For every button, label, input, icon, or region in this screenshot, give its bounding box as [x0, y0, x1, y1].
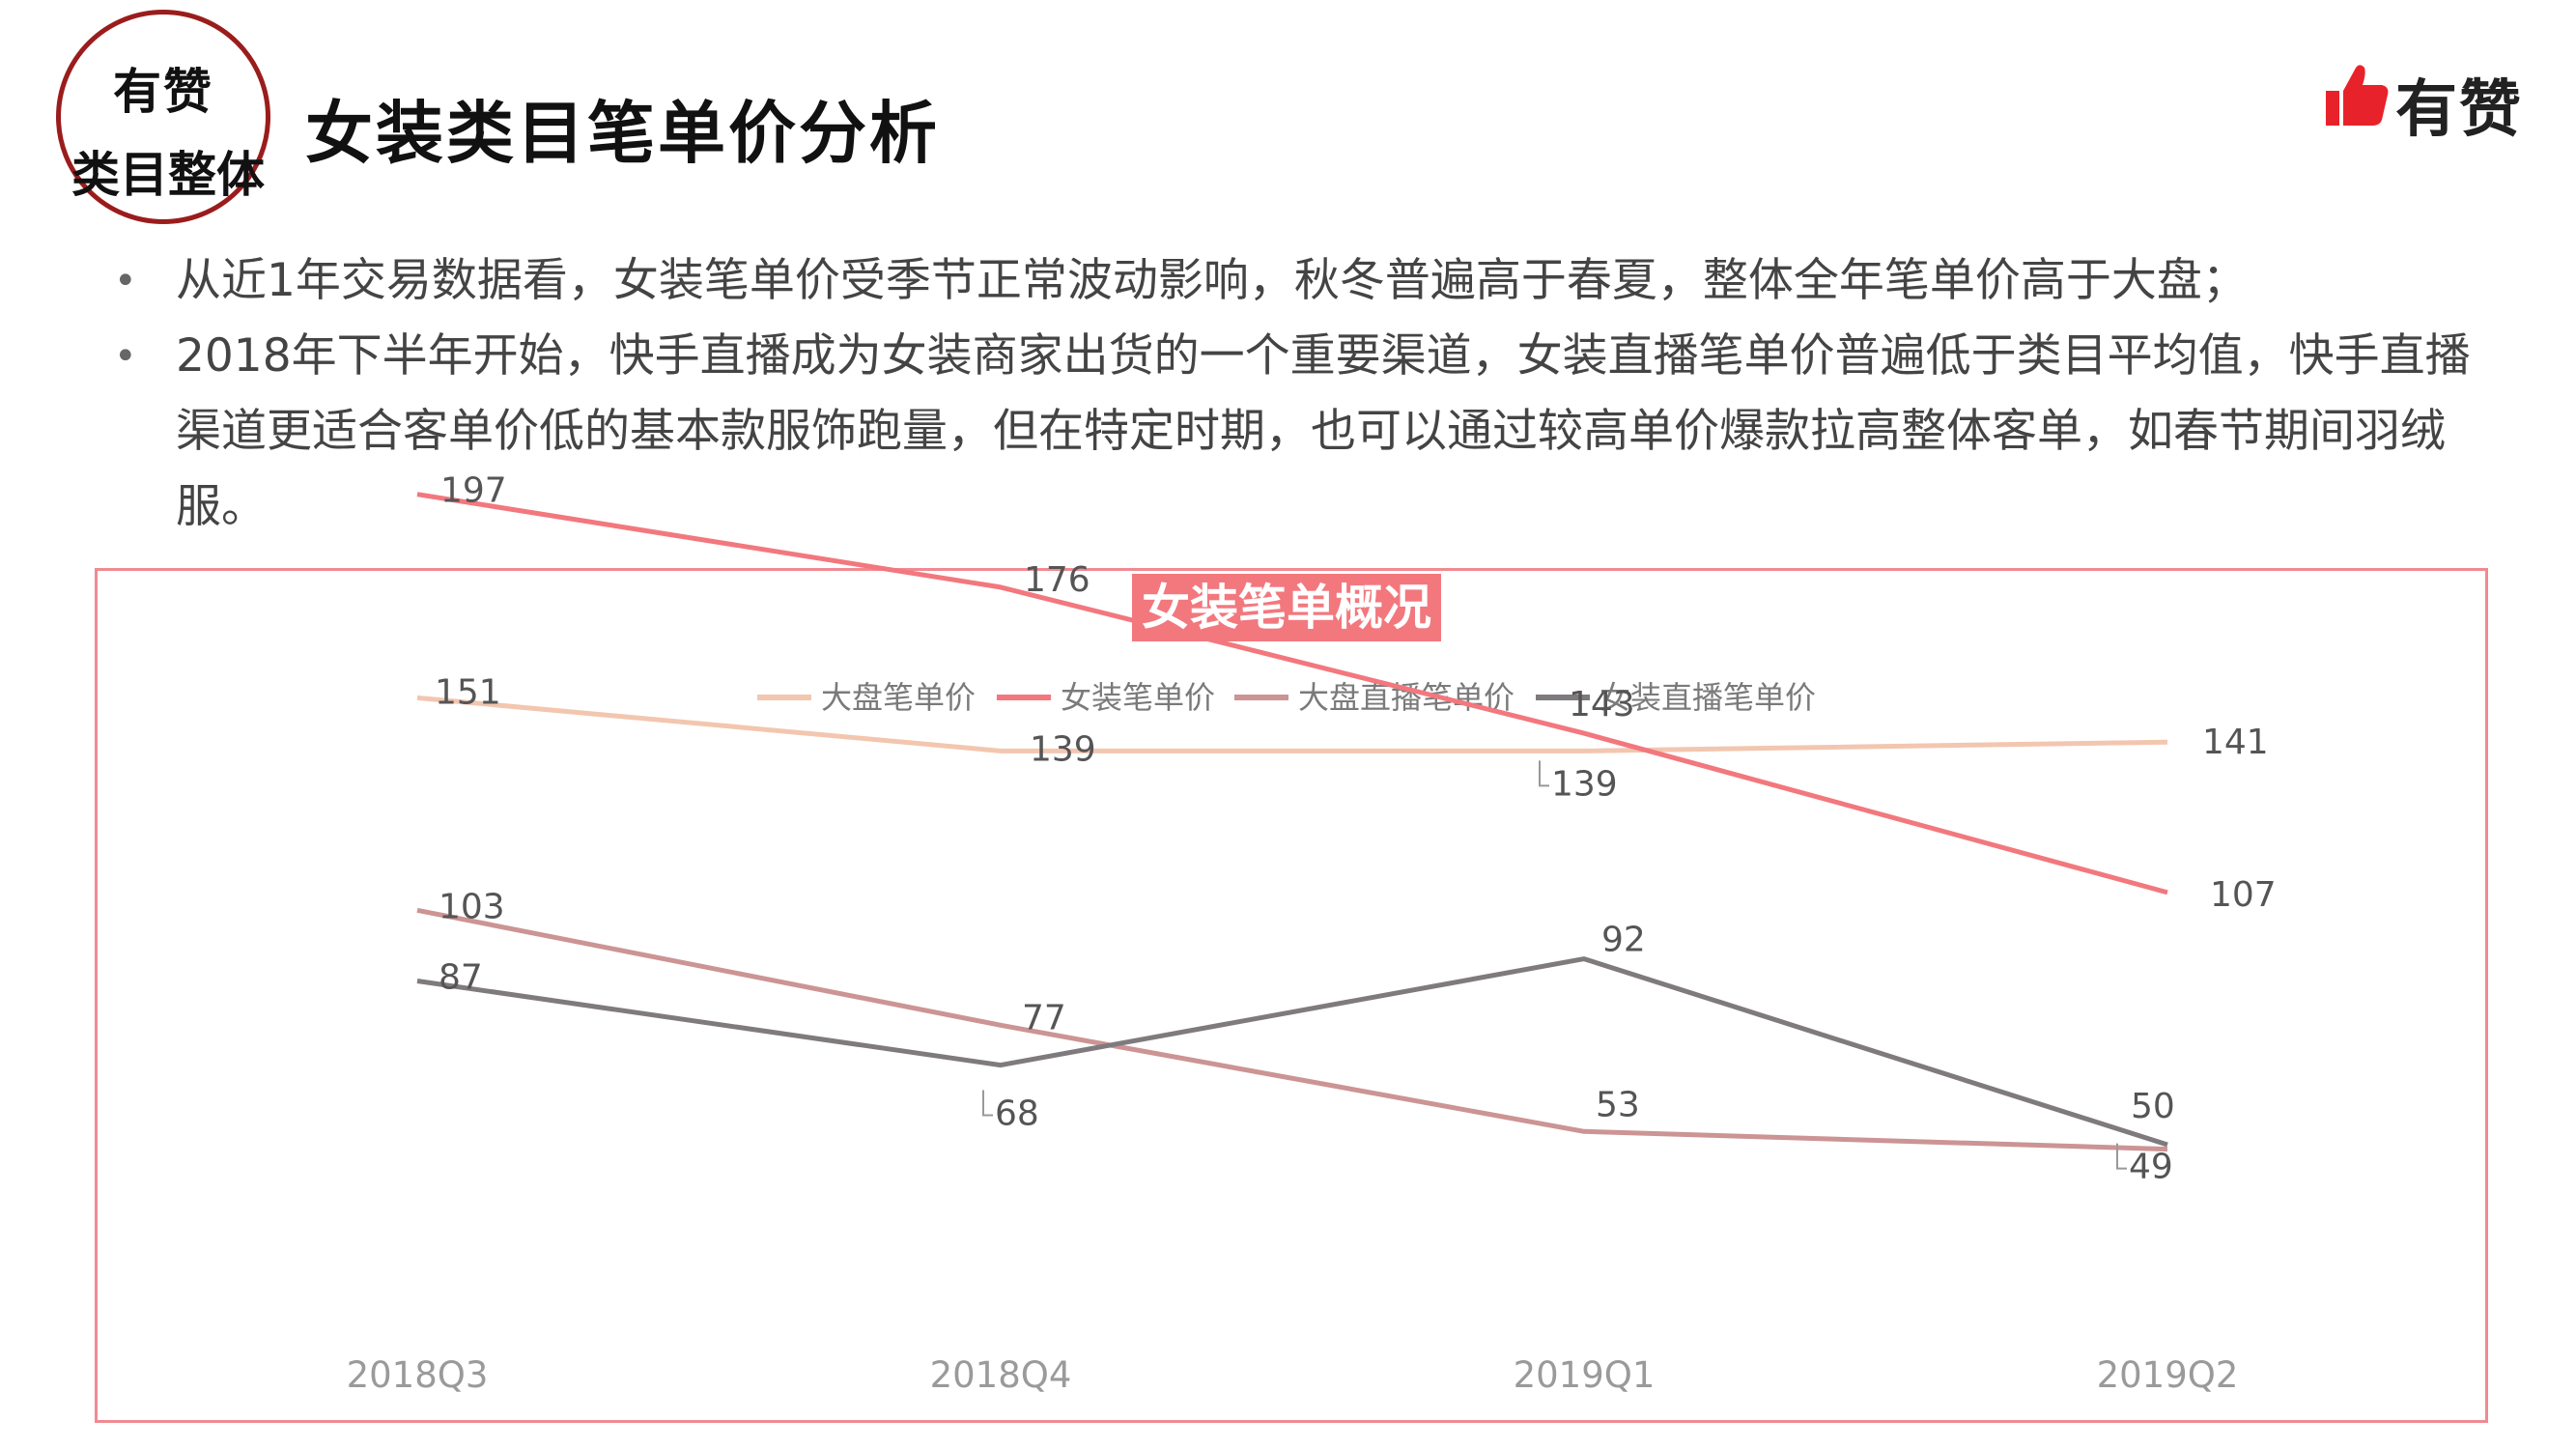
series-line — [416, 956, 2168, 1148]
chart-series — [416, 492, 2168, 1152]
bullet-item: • 2018年下半年开始，快手直播成为女装商家出货的一个重要渠道，女装直播笔单价… — [108, 319, 2484, 545]
data-label-leader — [982, 1090, 993, 1117]
series-line — [416, 492, 2168, 895]
data-label: 141 — [2202, 723, 2269, 762]
data-label: 139 — [1551, 764, 1618, 804]
chart-x-axis: 2018Q3 2018Q4 2019Q1 2019Q2 — [347, 1354, 2239, 1396]
chart-title: 女装笔单概况 — [1132, 574, 1441, 641]
data-label: 151 — [435, 672, 501, 712]
data-label: 103 — [439, 887, 505, 926]
chart-frame — [95, 568, 2488, 1423]
bullet-item: • 从近1年交易数据看，女装笔单价受季节正常波动影响，秋冬普遍高于春夏，整体全年… — [108, 243, 2484, 319]
badge-line-1: 有赞 — [113, 64, 213, 120]
x-tick-label: 2019Q2 — [2097, 1354, 2239, 1396]
data-label: 53 — [1596, 1085, 1640, 1124]
data-label: 107 — [2210, 875, 2277, 915]
category-badge: 有赞 类目整体 — [56, 10, 270, 224]
data-label: 197 — [440, 471, 507, 511]
x-tick-label: 2018Q3 — [347, 1354, 489, 1396]
bullet-dot-icon: • — [114, 334, 137, 379]
bullet-dot-icon: • — [114, 259, 137, 303]
badge-line-2: 类目整体 — [71, 147, 265, 203]
legend-label: 女装直播笔单价 — [1599, 679, 1816, 716]
bullet-list: • 从近1年交易数据看，女装笔单价受季节正常波动影响，秋冬普遍高于春夏，整体全年… — [108, 243, 2484, 545]
data-label: 176 — [1024, 560, 1090, 600]
data-label: 139 — [1030, 729, 1096, 769]
data-label-leader — [1539, 760, 1549, 787]
legend-label: 大盘笔单价 — [821, 679, 976, 716]
data-label: 50 — [2131, 1087, 2175, 1126]
page-title: 女装类目笔单价分析 — [305, 94, 940, 173]
data-label: 77 — [1022, 998, 1066, 1037]
data-label: 49 — [2129, 1148, 2173, 1187]
brand-name: 有赞 — [2395, 74, 2523, 146]
data-label: 92 — [1601, 921, 1646, 960]
series-line — [416, 907, 2168, 1152]
data-label: 87 — [439, 958, 483, 998]
thumbs-up-icon — [2326, 65, 2389, 126]
legend-label: 女装笔单价 — [1061, 679, 1215, 716]
data-label: 143 — [1569, 685, 1635, 724]
chart-data-labels: 151 139 139 141 197 176 143 107 103 77 53 49 87 68 92 5… — [435, 471, 2277, 1187]
x-tick-label: 2018Q4 — [930, 1354, 1072, 1396]
chart-legend: 大盘笔单价 女装笔单价 大盘直播笔单价 女装直播笔单价 — [757, 679, 1816, 716]
x-tick-label: 2019Q1 — [1514, 1354, 1656, 1396]
series-line — [416, 695, 2168, 753]
data-label-leader — [2116, 1143, 2127, 1170]
legend-label: 大盘直播笔单价 — [1298, 679, 1514, 716]
bullet-text: 从近1年交易数据看，女装笔单价受季节正常波动影响，秋冬普遍高于春夏，整体全年笔单… — [176, 254, 2248, 307]
data-label: 68 — [995, 1094, 1039, 1134]
bullet-text: 2018年下半年开始，快手直播成为女装商家出货的一个重要渠道，女装直播笔单价普遍… — [176, 329, 2471, 533]
